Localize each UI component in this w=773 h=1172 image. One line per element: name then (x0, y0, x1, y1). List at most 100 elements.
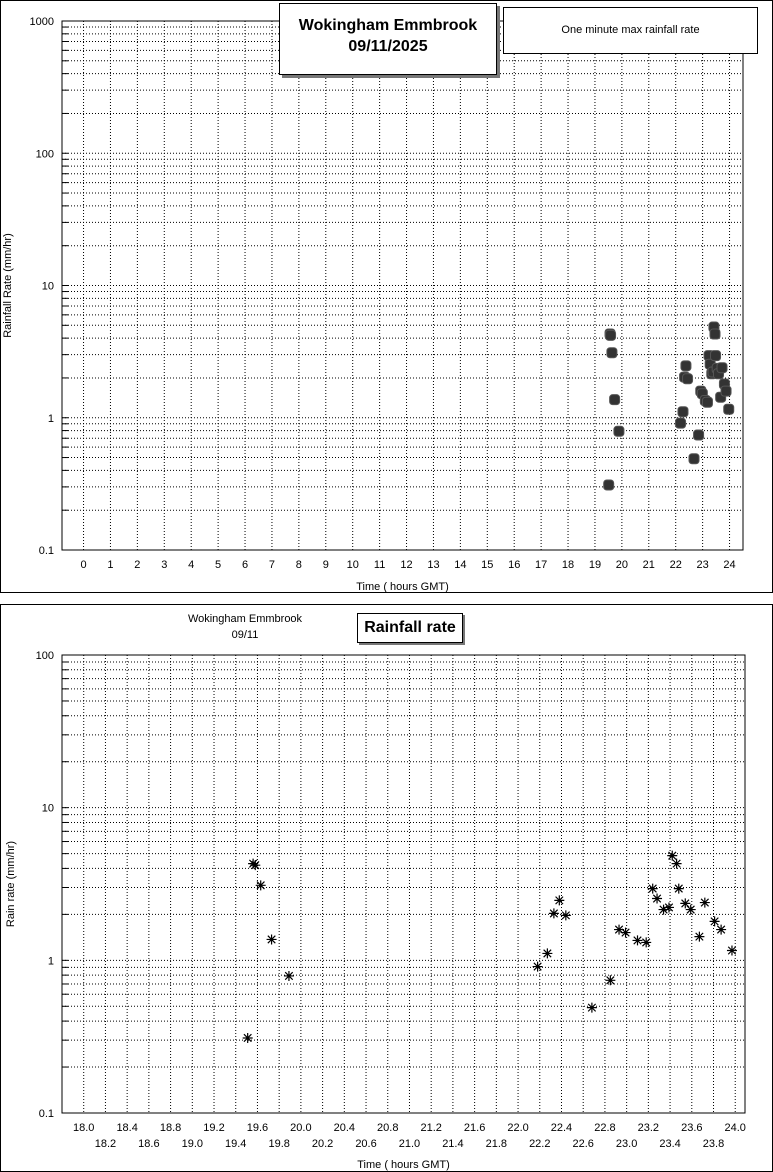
data-point (663, 902, 674, 913)
data-point (606, 347, 618, 359)
x-tick-label: 10 (347, 559, 359, 571)
y-axis-label: Rain rate (mm/hr) (5, 841, 17, 927)
x-tick-label: 19.0 (182, 1138, 203, 1150)
bottom-chart-date: 09/11 (231, 629, 259, 641)
x-tick-label: 19.8 (268, 1138, 289, 1150)
x-tick-label: 23.4 (659, 1138, 680, 1150)
data-point (283, 970, 294, 981)
top-chart-subtitle: 09/11/2025 (348, 38, 428, 55)
x-tick-label: 14 (454, 559, 466, 571)
x-tick-label: 22.0 (507, 1122, 528, 1134)
data-point (671, 858, 682, 869)
top-chart-legend: One minute max rainfall rate (503, 7, 758, 54)
data-point (709, 916, 720, 927)
x-tick-label: 12 (400, 559, 412, 571)
data-point (658, 904, 669, 915)
x-axis-label: Time ( hours GMT) (356, 581, 449, 593)
data-point (613, 425, 625, 437)
x-tick-label: 21 (643, 559, 655, 571)
data-point (694, 931, 705, 942)
data-point (586, 1002, 597, 1013)
data-point (680, 360, 692, 372)
x-tick-label: 24 (723, 559, 735, 571)
x-tick-label: 18.2 (95, 1138, 116, 1150)
data-point (701, 396, 713, 408)
x-axis-label: Time ( hours GMT) (357, 1159, 450, 1171)
data-point (720, 385, 732, 397)
data-point (620, 927, 631, 938)
y-tick-label: 100 (36, 650, 54, 662)
x-tick-label: 23.8 (703, 1138, 724, 1150)
bottom-chart-station: Wokingham Emmbrook (187, 613, 303, 625)
x-tick-label: 0 (80, 559, 86, 571)
bottom-chart-panel (0, 604, 773, 1172)
x-tick-label: 18 (562, 559, 574, 571)
data-point (614, 924, 625, 935)
data-point (710, 350, 722, 362)
y-tick-label: 1 (48, 413, 54, 425)
x-tick-label: 24.0 (725, 1122, 746, 1134)
data-point (699, 897, 710, 908)
x-tick-label: 23.0 (616, 1138, 637, 1150)
data-point (693, 429, 705, 441)
y-tick-label: 1 (48, 955, 54, 967)
data-point (726, 945, 737, 956)
x-tick-label: 20 (616, 559, 628, 571)
data-point (605, 329, 617, 341)
data-point (532, 961, 543, 972)
y-tick-label: 10 (42, 281, 54, 293)
x-tick-label: 6 (242, 559, 248, 571)
x-tick-label: 18.4 (116, 1122, 137, 1134)
x-tick-label: 19 (589, 559, 601, 571)
x-tick-label: 21.8 (486, 1138, 507, 1150)
x-tick-label: 18.8 (160, 1122, 181, 1134)
x-tick-label: 1 (107, 559, 113, 571)
x-tick-label: 19.6 (247, 1122, 268, 1134)
data-point (605, 975, 616, 986)
data-point (554, 895, 565, 906)
data-point (548, 908, 559, 919)
x-tick-label: 9 (323, 559, 329, 571)
data-point (609, 394, 621, 406)
data-point (716, 924, 727, 935)
top-chart: 0 1 2 3 4 5 6 7 8 9 10 11 12 13 14 15 16 17 18 19 20 21 22 23 24… (2, 16, 744, 593)
x-tick-label: 22.4 (551, 1122, 572, 1134)
legend-label: One minute max rainfall rate (561, 24, 700, 36)
top-chart-title-box: Wokingham Emmbrook 09/11/2025 (279, 3, 497, 75)
data-point (632, 935, 643, 946)
data-point (603, 479, 615, 491)
x-tick-label: 18.0 (73, 1122, 94, 1134)
x-tick-label: 23.2 (638, 1122, 659, 1134)
x-tick-label: 17 (535, 559, 547, 571)
data-point (652, 893, 663, 904)
x-tick-label: 19.4 (225, 1138, 246, 1150)
x-tick-label: 16 (508, 559, 520, 571)
x-tick-label: 21.2 (420, 1122, 441, 1134)
x-tick-label: 20.8 (377, 1122, 398, 1134)
x-tick-label: 15 (481, 559, 493, 571)
x-tick-label: 18.6 (138, 1138, 159, 1150)
data-point (250, 860, 261, 871)
data-point (266, 934, 277, 945)
x-tick-label: 13 (427, 559, 439, 571)
data-point (688, 453, 700, 465)
x-tick-label: 22.2 (529, 1138, 550, 1150)
data-point (723, 403, 735, 415)
x-tick-label: 22.6 (572, 1138, 593, 1150)
data-point (716, 362, 728, 374)
x-tick-label: 20.0 (290, 1122, 311, 1134)
x-tick-label: 11 (374, 559, 385, 571)
x-tick-label: 8 (296, 559, 302, 571)
data-point (673, 883, 684, 894)
x-tick-label: 20.6 (355, 1138, 376, 1150)
x-tick-label: 3 (161, 559, 167, 571)
data-point (560, 910, 571, 921)
x-tick-label: 21.4 (442, 1138, 463, 1150)
x-tick-label: 2 (134, 559, 140, 571)
y-tick-label: 10 (42, 803, 54, 815)
data-point (255, 880, 266, 891)
top-chart-panel (0, 0, 773, 593)
x-tick-label: 21.0 (399, 1138, 420, 1150)
x-tick-label: 19.2 (203, 1122, 224, 1134)
